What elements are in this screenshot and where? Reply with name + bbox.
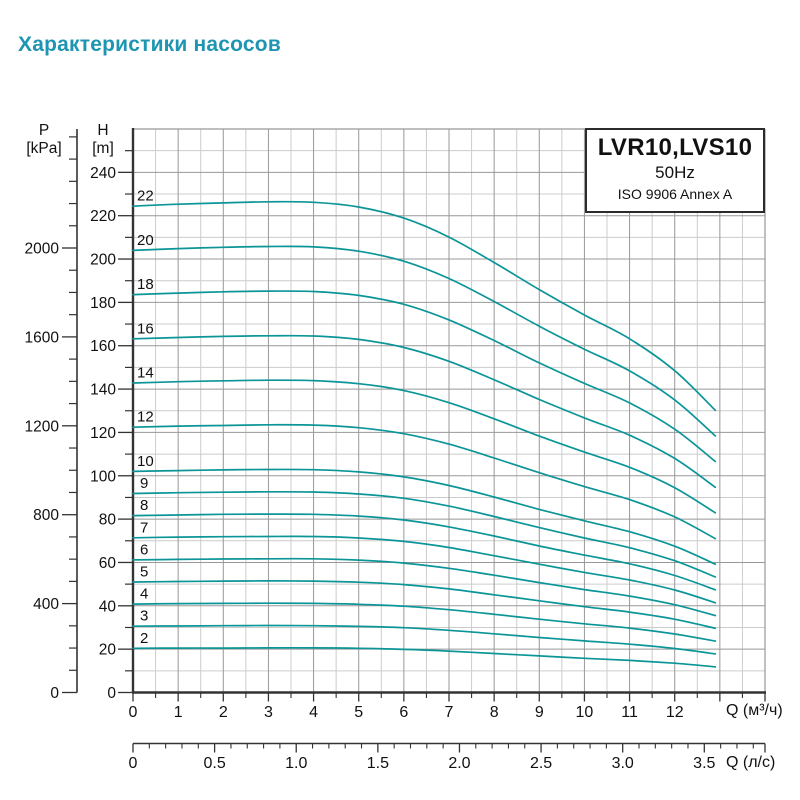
pump-curve-16 bbox=[132, 334, 717, 489]
pump-curve-12 bbox=[132, 423, 717, 540]
h-tick-label-20: 20 bbox=[99, 642, 117, 659]
curve-label-10: 10 bbox=[137, 453, 154, 470]
ls-tick-label-3.5: 3.5 bbox=[693, 755, 715, 772]
q-tick-label-9: 9 bbox=[535, 704, 544, 721]
curve-label-16: 16 bbox=[137, 320, 154, 337]
p-tick-label-1200: 1200 bbox=[25, 418, 60, 435]
grid-major bbox=[133, 129, 765, 693]
p-tick-label-2000: 2000 bbox=[25, 241, 60, 258]
ls-tick-label-1.5: 1.5 bbox=[367, 755, 389, 772]
curve-label-20: 20 bbox=[137, 232, 154, 249]
pump-curve-10 bbox=[132, 468, 717, 566]
curve-label-22: 22 bbox=[137, 188, 154, 205]
p-tick-label-1600: 1600 bbox=[25, 329, 60, 346]
q-tick-label-3: 3 bbox=[264, 704, 273, 721]
q-tick-label-7: 7 bbox=[445, 704, 454, 721]
pump-curve-18 bbox=[132, 290, 717, 463]
p-tick-label-800: 800 bbox=[33, 507, 59, 524]
q-m3h-unit-label: Q (м³/ч) bbox=[726, 702, 783, 719]
curve-label-4: 4 bbox=[140, 586, 148, 603]
h-axis-unit: [m] bbox=[92, 140, 114, 157]
q-tick-label-10: 10 bbox=[576, 704, 594, 721]
pump-curve-4 bbox=[132, 602, 717, 642]
ls-tick-label-0: 0 bbox=[129, 755, 138, 772]
pump-curve-3 bbox=[132, 624, 717, 655]
h-tick-label-220: 220 bbox=[90, 208, 116, 225]
curve-labels: 22 20 18 16 14 12 10 9 8 7 6 5 4 3 2 bbox=[137, 188, 154, 647]
pump-curve-22 bbox=[132, 200, 717, 412]
h-tick-label-60: 60 bbox=[99, 555, 117, 572]
q-ls-unit-label: Q (л/с) bbox=[726, 754, 776, 771]
curve-label-14: 14 bbox=[137, 365, 154, 382]
h-tick-label-140: 140 bbox=[90, 382, 116, 399]
ls-tick-label-2.0: 2.0 bbox=[448, 755, 470, 772]
q-tick-label-4: 4 bbox=[309, 704, 318, 721]
h-tick-label-100: 100 bbox=[90, 468, 116, 485]
h-axis-header: H [m] bbox=[81, 122, 125, 158]
h-tick-label-80: 80 bbox=[99, 512, 117, 529]
grid-minor bbox=[133, 129, 765, 693]
h-tick-label-40: 40 bbox=[99, 598, 117, 615]
curve-label-7: 7 bbox=[140, 519, 148, 536]
h-tick-label-0: 0 bbox=[107, 685, 116, 702]
h-tick-label-160: 160 bbox=[90, 338, 116, 355]
p-axis: 0 400 800 1200 1600 2000 bbox=[25, 129, 78, 702]
p-axis-unit: [kPa] bbox=[26, 140, 62, 157]
ls-tick-label-1.0: 1.0 bbox=[285, 755, 307, 772]
pump-curve-6 bbox=[132, 557, 717, 617]
q-tick-label-1: 1 bbox=[174, 704, 183, 721]
q-tick-label-8: 8 bbox=[490, 704, 499, 721]
legend-box: LVR10,LVS10 50Hz ISO 9906 Annex A bbox=[585, 128, 765, 213]
legend-standard: ISO 9906 Annex A bbox=[617, 186, 733, 202]
curve-label-18: 18 bbox=[137, 276, 154, 293]
p-axis-header: P [kPa] bbox=[18, 122, 70, 158]
curve-label-5: 5 bbox=[140, 563, 148, 580]
curve-label-8: 8 bbox=[140, 497, 148, 514]
q-tick-label-5: 5 bbox=[354, 704, 363, 721]
p-tick-label-400: 400 bbox=[33, 596, 59, 613]
q-tick-label-11: 11 bbox=[621, 704, 638, 721]
page-title: Характеристики насосов bbox=[18, 33, 281, 56]
q-tick-label-0: 0 bbox=[129, 704, 138, 721]
pump-curve-14 bbox=[132, 379, 717, 514]
ls-tick-label-2.5: 2.5 bbox=[530, 755, 552, 772]
ls-tick-label-3.0: 3.0 bbox=[612, 755, 634, 772]
h-axis-name: H bbox=[97, 122, 109, 139]
pump-curve-5 bbox=[132, 580, 717, 630]
h-tick-label-240: 240 bbox=[90, 165, 116, 182]
curve-label-6: 6 bbox=[140, 541, 148, 558]
pump-curve-9 bbox=[132, 490, 717, 578]
h-tick-label-200: 200 bbox=[90, 252, 116, 269]
h-tick-label-120: 120 bbox=[90, 425, 116, 442]
pump-curve-2 bbox=[132, 646, 717, 668]
q-tick-label-12: 12 bbox=[666, 704, 684, 721]
p-axis-name: P bbox=[38, 122, 50, 139]
curve-label-12: 12 bbox=[137, 409, 154, 426]
curve-label-2: 2 bbox=[140, 630, 148, 647]
pump-curve-8 bbox=[132, 513, 717, 591]
pump-curve-20 bbox=[132, 245, 717, 437]
legend-model: LVR10,LVS10 bbox=[597, 134, 753, 161]
h-axis: 0 20 40 60 80 100 120 140 160 180 200 220 240 bbox=[90, 150, 133, 702]
q-tick-label-6: 6 bbox=[399, 704, 408, 721]
legend-frequency: 50Hz bbox=[655, 163, 695, 182]
curve-label-3: 3 bbox=[140, 608, 148, 625]
pump-curve-7 bbox=[132, 535, 717, 604]
ls-tick-label-0.5: 0.5 bbox=[203, 755, 225, 772]
q-axis: 0 1 2 3 4 5 6 7 8 9 10 11 12 bbox=[129, 692, 766, 721]
q-tick-label-2: 2 bbox=[219, 704, 228, 721]
pump-curves bbox=[132, 200, 717, 668]
ls-axis: 0 0.5 1.0 1.5 2.0 2.5 3.0 3.5 bbox=[129, 742, 766, 772]
curve-label-9: 9 bbox=[140, 475, 148, 492]
p-tick-label-0: 0 bbox=[50, 685, 59, 702]
h-tick-label-180: 180 bbox=[90, 295, 116, 312]
